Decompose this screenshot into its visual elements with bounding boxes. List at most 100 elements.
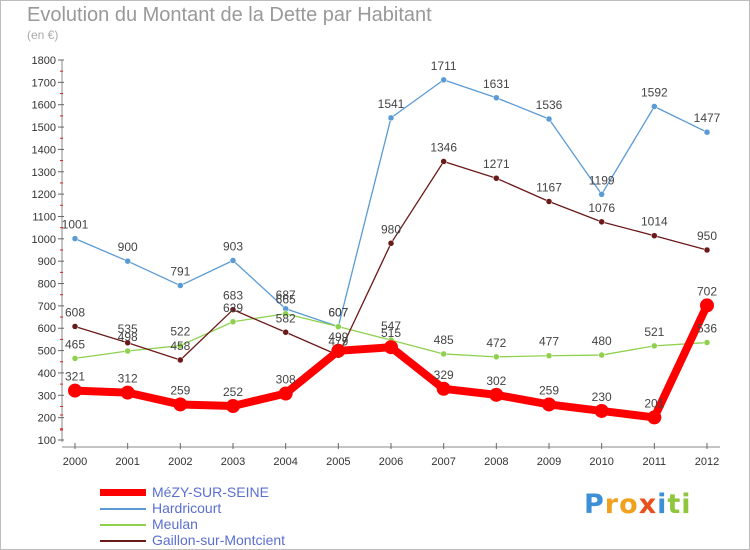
x-tick-label: 2012 — [695, 456, 719, 468]
y-tick-label: 200 — [38, 413, 56, 425]
data-label: 903 — [223, 240, 243, 254]
data-label: 230 — [592, 390, 612, 404]
x-tick-label: 2001 — [115, 456, 139, 468]
data-label: 521 — [644, 325, 664, 339]
y-tick-label: 800 — [38, 279, 56, 291]
data-point — [71, 355, 79, 362]
data-point — [229, 306, 237, 313]
data-label: 1076 — [588, 201, 615, 215]
x-tick-label: 2002 — [168, 456, 192, 468]
data-label: 536 — [697, 322, 717, 336]
y-tick-label: 1500 — [32, 122, 56, 134]
y-tick-label: 1100 — [32, 211, 56, 223]
data-label: 1592 — [641, 85, 668, 99]
data-point — [278, 386, 293, 401]
data-point — [387, 114, 395, 122]
y-tick-label: 500 — [38, 346, 56, 358]
logo-letter: r — [604, 489, 620, 520]
data-label: 535 — [118, 322, 138, 336]
data-label: 1346 — [430, 140, 457, 154]
data-point — [177, 356, 184, 364]
data-point — [436, 381, 451, 396]
x-tick-label: 2007 — [431, 456, 455, 468]
data-label: 665 — [276, 293, 296, 307]
data-label: 1167 — [536, 180, 562, 194]
data-point — [440, 76, 447, 84]
x-tick-label: 2010 — [589, 456, 613, 468]
y-tick-label: 1300 — [32, 167, 56, 179]
legend-label: Hardricourt — [152, 500, 222, 516]
data-label: 547 — [381, 319, 401, 333]
data-point — [335, 323, 342, 330]
logo-letter: t — [667, 489, 682, 520]
data-point — [598, 218, 605, 226]
data-point — [177, 342, 184, 349]
data-label: 259 — [539, 383, 559, 397]
data-point — [71, 235, 79, 242]
chart-title: Evolution du Montant de la Dette par Hab… — [27, 4, 432, 26]
legend-swatch — [100, 489, 146, 496]
y-tick-label: 1600 — [32, 100, 56, 112]
data-point — [489, 387, 504, 402]
data-point — [651, 103, 658, 110]
data-point — [493, 174, 500, 182]
data-label: 201 — [644, 396, 664, 410]
data-point — [177, 282, 184, 289]
y-tick-label: 900 — [38, 256, 56, 268]
data-label: 252 — [223, 385, 243, 399]
data-label: 582 — [276, 311, 296, 325]
data-label: 302 — [486, 374, 506, 388]
legend-swatch — [100, 508, 146, 510]
data-label: 259 — [170, 383, 190, 397]
data-point — [598, 351, 605, 359]
x-tick-label: 2006 — [379, 456, 403, 468]
data-point — [651, 232, 658, 239]
data-label: 687 — [276, 288, 296, 302]
y-tick-label: 1800 — [32, 55, 56, 67]
y-tick-label: 1000 — [32, 234, 56, 246]
data-point — [124, 347, 131, 355]
y-tick-label: 600 — [38, 323, 56, 335]
data-label: 465 — [65, 337, 85, 351]
data-label: 1631 — [483, 77, 510, 91]
data-label: 1477 — [694, 111, 721, 125]
y-tick-label: 700 — [38, 301, 56, 313]
data-point — [124, 257, 131, 265]
data-point — [700, 298, 714, 313]
data-label: 329 — [434, 368, 454, 382]
x-tick-label: 2004 — [273, 456, 297, 468]
logo-letter: x — [638, 489, 658, 520]
data-point — [651, 342, 658, 350]
data-point — [647, 410, 662, 425]
data-label: 702 — [697, 284, 717, 298]
data-label: 480 — [592, 334, 612, 348]
data-label: 1711 — [431, 59, 457, 73]
data-label: 522 — [170, 325, 190, 339]
data-label: 608 — [65, 305, 85, 319]
data-label: 1536 — [536, 98, 563, 112]
data-point — [598, 191, 605, 198]
y-tick-label: 1700 — [32, 77, 56, 89]
legend-label: MéZY-SUR-SEINE — [152, 484, 269, 500]
data-point — [120, 385, 135, 400]
data-label: 321 — [65, 370, 85, 384]
data-point — [545, 198, 553, 205]
data-point — [493, 353, 500, 361]
logo-letter: o — [619, 489, 639, 520]
y-tick-label: 1200 — [32, 189, 56, 201]
data-point — [282, 329, 289, 336]
data-label: 308 — [276, 373, 296, 387]
logo-letter: P — [584, 489, 605, 520]
data-point — [440, 350, 447, 358]
data-point — [594, 403, 609, 418]
data-label: 950 — [697, 229, 717, 243]
data-label: 485 — [434, 333, 454, 347]
data-label: 479 — [328, 334, 348, 348]
data-label: 607 — [328, 306, 348, 320]
legend-swatch — [100, 524, 146, 526]
data-label: 683 — [223, 289, 243, 303]
proxiti-logo: Proxiti — [584, 489, 692, 520]
data-point — [542, 397, 556, 412]
data-label: 1271 — [483, 157, 510, 171]
legend-swatch — [100, 540, 146, 542]
